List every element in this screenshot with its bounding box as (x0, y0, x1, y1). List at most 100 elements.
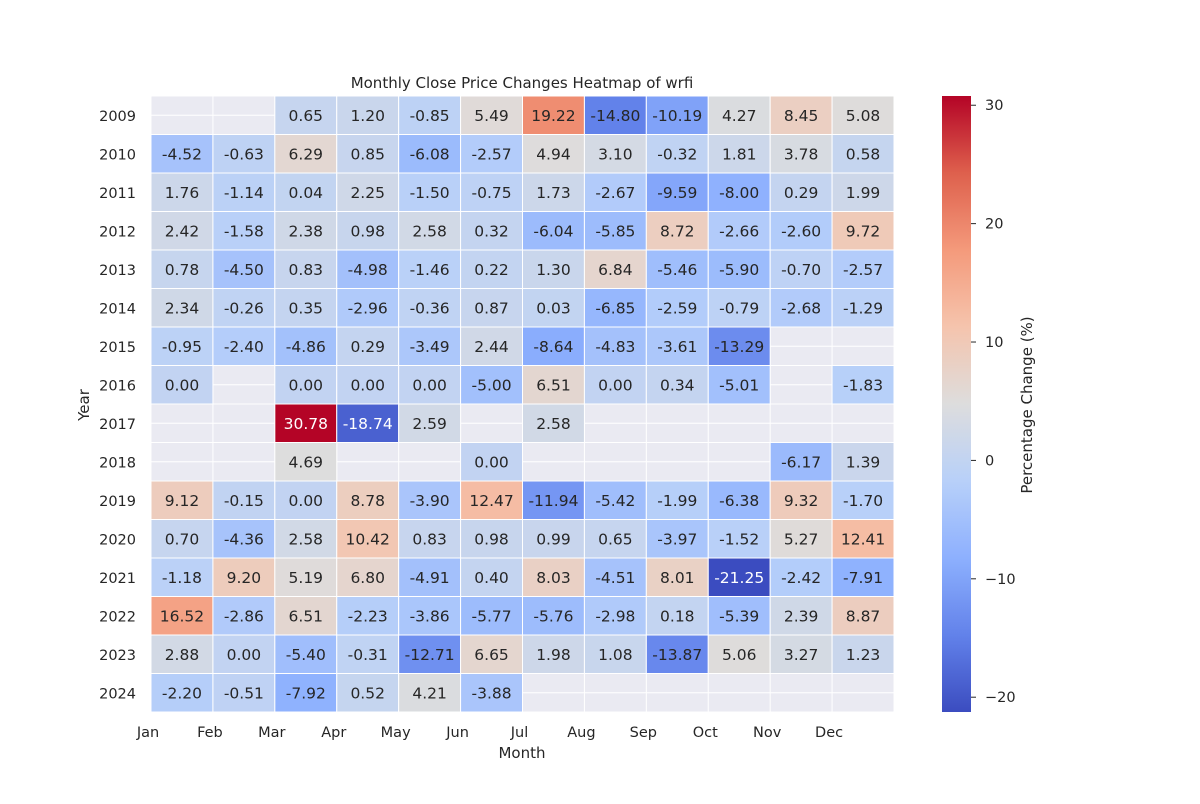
heatmap-cell (398, 95, 462, 135)
cell-value-label: 8.01 (660, 569, 695, 587)
cell-value-label: -1.99 (657, 492, 697, 510)
cell-value-label: 0.32 (474, 222, 509, 240)
cell-value-label: -3.49 (410, 338, 450, 356)
cell-value-label: 2.34 (165, 299, 200, 317)
heatmap-cell (645, 519, 709, 559)
heatmap-cell (583, 172, 647, 212)
cell-value-label: 1.23 (846, 646, 881, 664)
heatmap-cell (831, 134, 895, 174)
cell-value-label: -5.77 (471, 607, 511, 625)
cell-value-label: 0.00 (289, 376, 324, 394)
heatmap-cell (769, 95, 833, 135)
heatmap-cell (460, 172, 524, 212)
cell-value-label: -5.85 (595, 222, 635, 240)
cell-value-label: -5.40 (286, 646, 326, 664)
heatmap-cell (645, 211, 709, 251)
cell-value-label: -2.59 (657, 299, 697, 317)
y-tick-label: 2020 (99, 532, 136, 548)
cell-value-label: -4.51 (595, 569, 635, 587)
cell-value-label: -2.68 (781, 299, 821, 317)
heatmap-cell (831, 95, 895, 135)
heatmap-cell (274, 673, 338, 713)
heatmap-cell (583, 634, 647, 674)
cell-value-label: 8.72 (660, 222, 695, 240)
heatmap-cell (831, 519, 895, 559)
heatmap-cell (831, 557, 895, 597)
cell-value-label: 5.19 (289, 569, 324, 587)
heatmap-cell (831, 211, 895, 251)
heatmap-cell (460, 442, 524, 482)
heatmap-cell (398, 211, 462, 251)
heatmap-cell (769, 288, 833, 328)
heatmap-cell (707, 634, 771, 674)
y-tick-label: 2016 (99, 378, 136, 394)
cell-value-label: 8.03 (536, 569, 571, 587)
cell-value-label: -18.74 (343, 415, 393, 433)
heatmap-cell (707, 480, 771, 520)
cell-value-label: 2.59 (412, 415, 447, 433)
heatmap-cell (336, 288, 400, 328)
cell-value-label: 5.06 (722, 646, 757, 664)
heatmap-cell (398, 288, 462, 328)
heatmap-cell (769, 134, 833, 174)
chart-title: Monthly Close Price Changes Heatmap of w… (351, 74, 694, 92)
heatmap-cell (398, 673, 462, 713)
cell-value-label: 1.76 (165, 184, 200, 202)
heatmap-cell (212, 134, 276, 174)
cell-value-label: 4.21 (412, 684, 447, 702)
x-axis-label: Month (498, 744, 545, 762)
cell-value-label: 12.41 (841, 530, 885, 548)
y-tick-label: 2015 (99, 340, 136, 356)
y-tick-label: 2010 (99, 147, 136, 163)
cell-value-label: 6.29 (289, 145, 324, 163)
heatmap-cell (398, 326, 462, 366)
cell-value-label: 1.20 (350, 107, 385, 125)
cell-value-label: 4.94 (536, 145, 571, 163)
heatmap-cell (583, 288, 647, 328)
heatmap-cell (583, 519, 647, 559)
cell-value-label: -1.29 (843, 299, 883, 317)
heatmap-cell (336, 480, 400, 520)
cell-value-label: -13.87 (652, 646, 702, 664)
colorbar-tick-label: −10 (985, 572, 1016, 588)
cell-value-label: 0.29 (784, 184, 819, 202)
heatmap-cell (583, 95, 647, 135)
cell-value-label: 8.78 (350, 492, 385, 510)
cell-value-label: 5.49 (474, 107, 509, 125)
cell-value-label: 2.38 (289, 222, 324, 240)
cell-value-label: 0.83 (289, 261, 324, 279)
cell-value-label: 6.51 (289, 607, 324, 625)
heatmap-cell (522, 480, 585, 520)
cell-value-label: 0.98 (350, 222, 385, 240)
heatmap-cell (460, 326, 524, 366)
cell-value-label: -2.60 (781, 222, 821, 240)
cell-value-label: -2.40 (224, 338, 264, 356)
heatmap-cell (645, 134, 709, 174)
cell-value-label: 0.00 (165, 376, 200, 394)
x-tick-label: Jun (445, 725, 469, 741)
heatmap-cell (460, 211, 524, 251)
cell-value-label: 9.32 (784, 492, 819, 510)
heatmap-cell (460, 519, 524, 559)
cell-value-label: -0.15 (224, 492, 264, 510)
cell-value-label: 0.65 (598, 530, 633, 548)
cell-value-label: -12.71 (405, 646, 455, 664)
cell-value-label: -2.20 (162, 684, 202, 702)
heatmap-cell (150, 326, 214, 366)
heatmap-cell (645, 326, 709, 366)
heatmap-cell (336, 249, 400, 289)
heatmap-cell (645, 365, 709, 405)
heatmap-cell (769, 172, 833, 212)
cell-value-label: 1.98 (536, 646, 571, 664)
cell-value-label: -3.86 (410, 607, 450, 625)
colorbar-tick-label: −20 (985, 690, 1016, 706)
heatmap-cell (707, 326, 771, 366)
y-tick-label: 2014 (99, 301, 136, 317)
heatmap-cell (831, 596, 895, 636)
cell-value-label: -5.76 (533, 607, 573, 625)
cell-value-label: -6.08 (410, 145, 450, 163)
heatmap-cell (274, 519, 338, 559)
heatmap-cell (769, 211, 833, 251)
heatmap-cell (707, 211, 771, 251)
cell-value-label: 0.70 (165, 530, 200, 548)
